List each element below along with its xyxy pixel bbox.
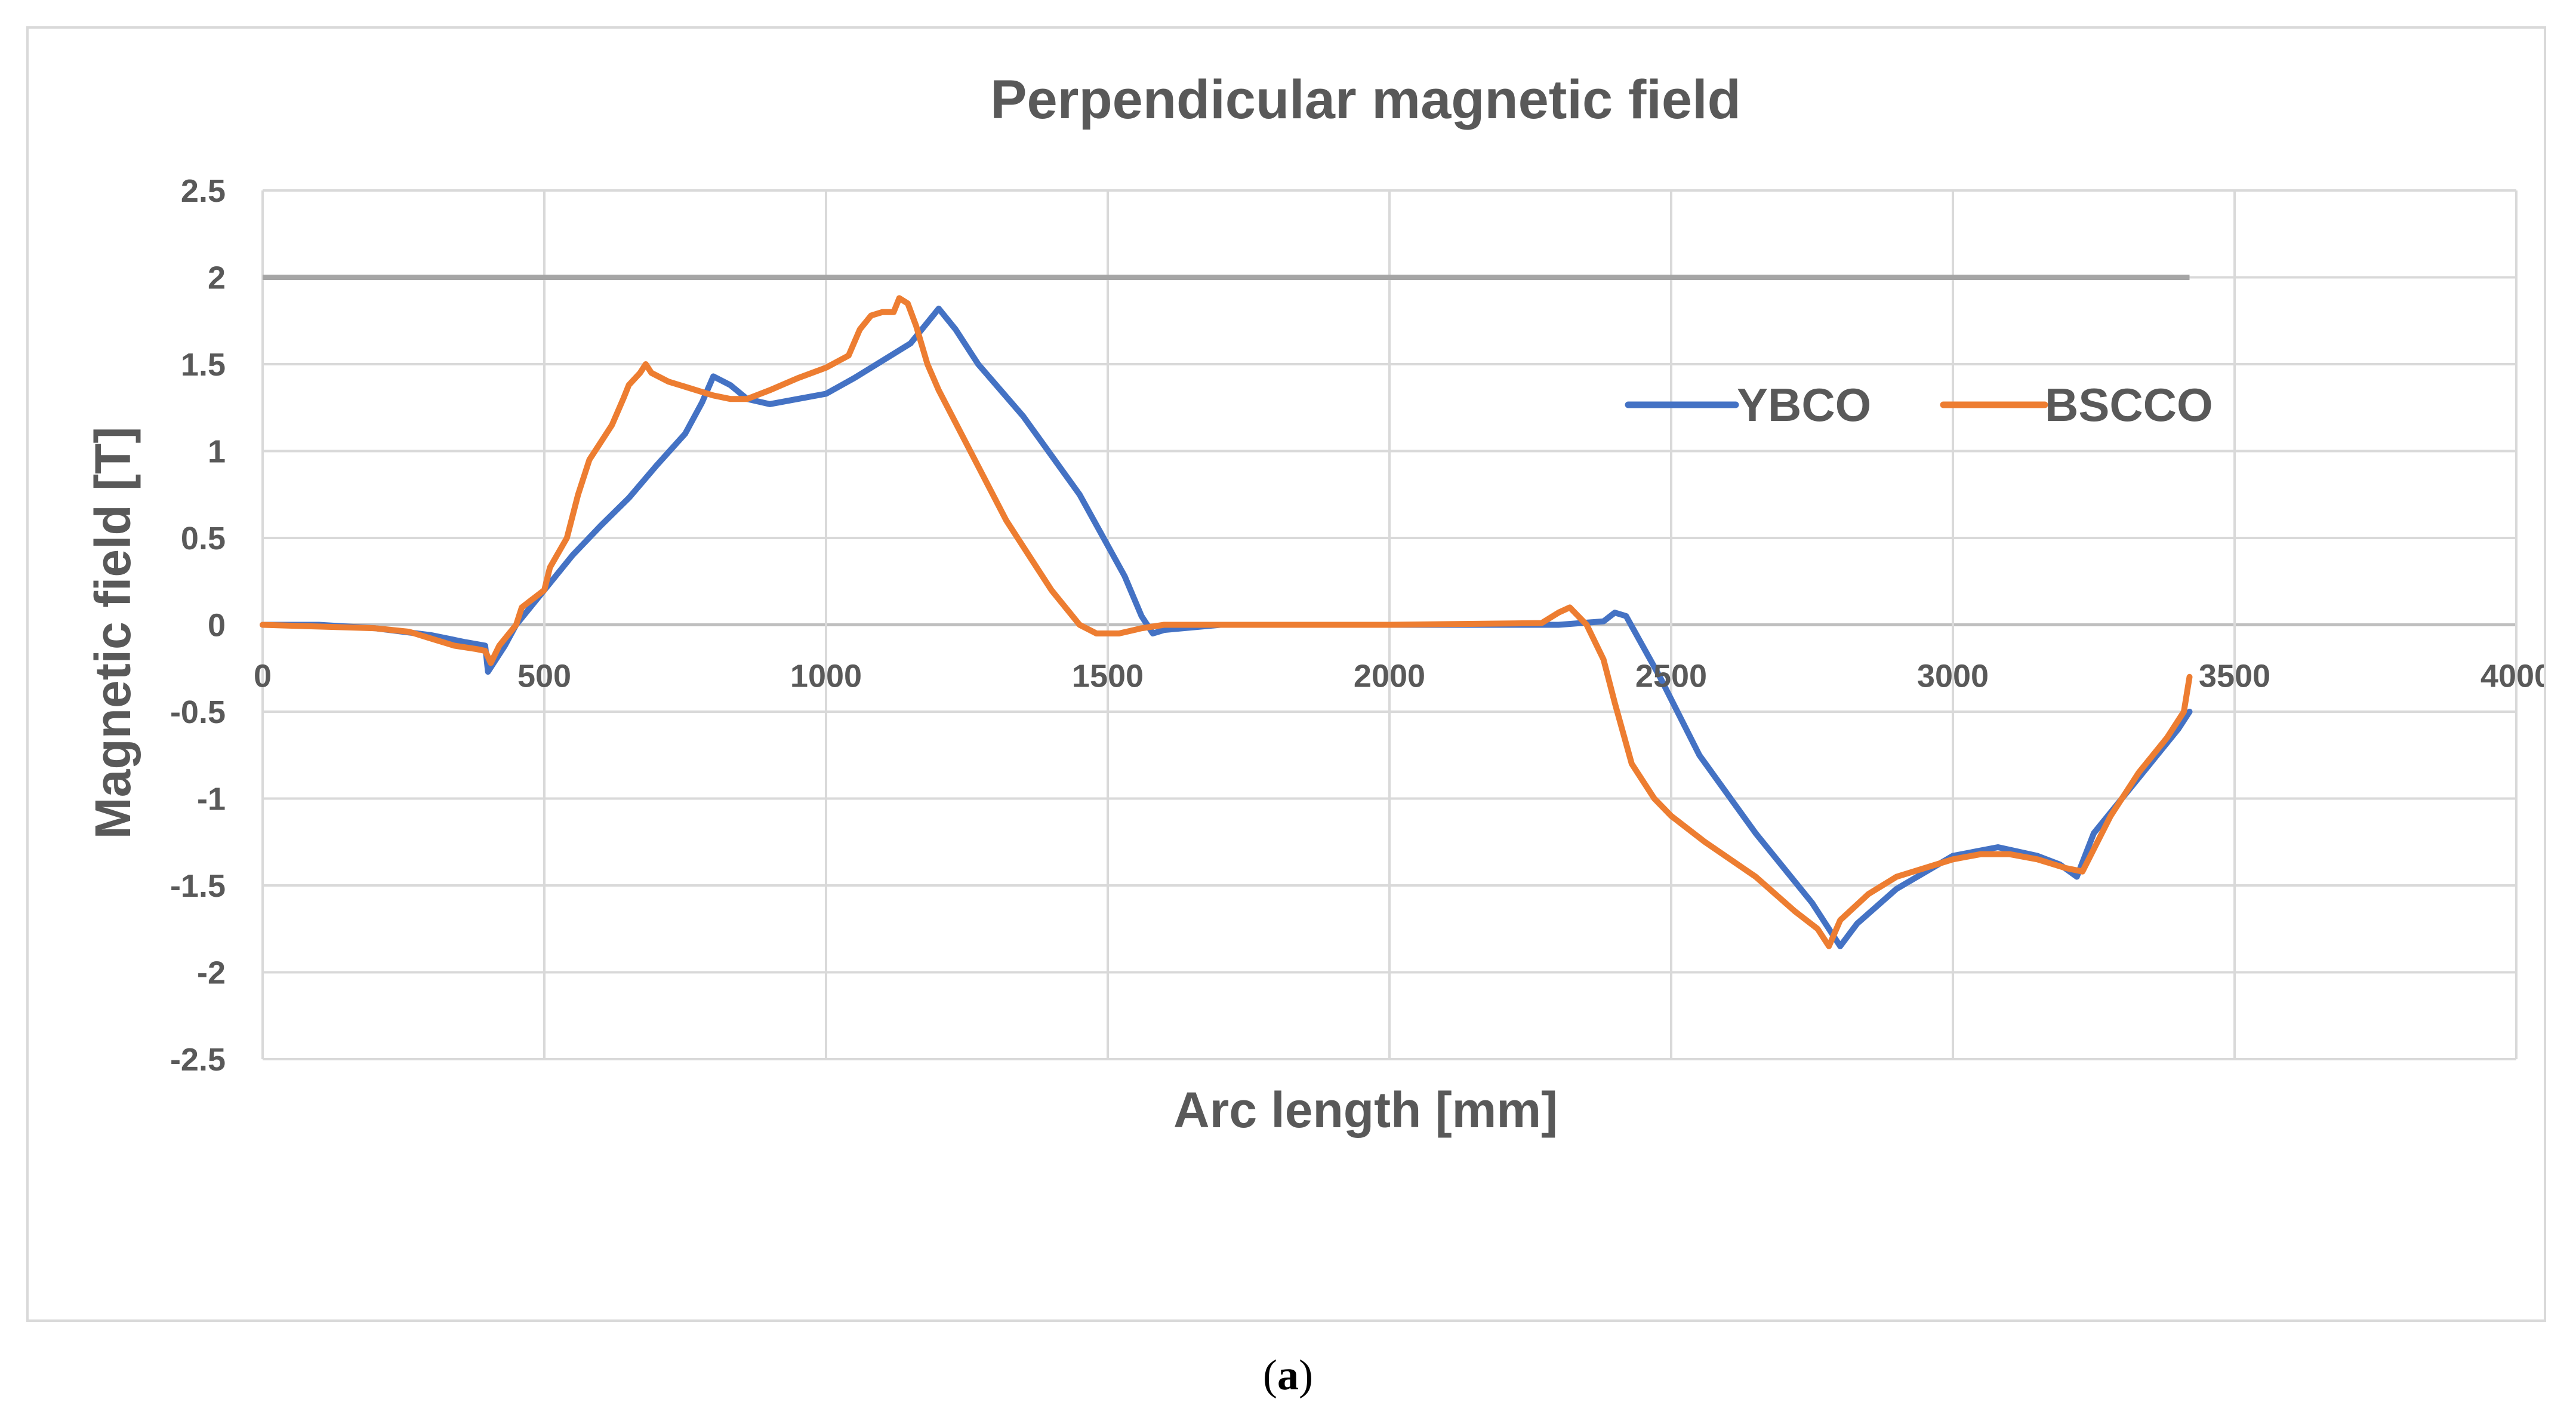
caption-close-paren: )	[1299, 1351, 1313, 1399]
y-tick-label: 0.5	[181, 521, 226, 556]
legend-label-ybco: YBCO	[1737, 379, 1871, 431]
caption-letter: a	[1277, 1351, 1299, 1399]
x-tick-label: 2000	[1354, 659, 1425, 694]
y-tick-label: 1	[208, 434, 226, 470]
y-tick-label: -0.5	[170, 694, 226, 730]
y-tick-label: -1.5	[170, 868, 226, 904]
x-tick-label: 4000	[2481, 659, 2544, 694]
legend-label-bscco: BSCCO	[2045, 379, 2213, 431]
x-tick-label: 3500	[2199, 659, 2270, 694]
legend: YBCO BSCCO	[1625, 379, 2213, 431]
y-tick-label: 2.5	[181, 173, 226, 209]
y-axis-title: Magnetic field [T]	[85, 427, 141, 839]
series-layer	[260, 295, 2193, 949]
y-tick-label: -2	[197, 955, 226, 991]
chart-svg: 2.5 2 1.5 1 0.5 0 -0.5 -1 -1.5 -2 -2.5 0 500 1000 1500…	[85, 69, 2544, 1138]
x-tick-label: 1000	[790, 659, 862, 694]
tick-layer: 2.5 2 1.5 1 0.5 0 -0.5 -1 -1.5 -2 -2.5 0 500 1000 1500…	[170, 173, 2544, 1078]
chart-title: Perpendicular magnetic field	[990, 69, 1741, 130]
caption-open-paren: (	[1263, 1351, 1277, 1399]
y-tick-label: -2.5	[170, 1042, 226, 1078]
figure-caption: (a)	[0, 1351, 2576, 1400]
x-tick-label: 1500	[1072, 659, 1144, 694]
y-tick-label: 0	[208, 608, 226, 644]
x-axis-title: Arc length [mm]	[1173, 1082, 1558, 1138]
y-tick-label: 1.5	[181, 347, 226, 383]
x-tick-label: 2500	[1635, 659, 1707, 694]
x-tick-label: 3000	[1917, 659, 1989, 694]
y-tick-label: 2	[208, 260, 226, 296]
chart-frame: 2.5 2 1.5 1 0.5 0 -0.5 -1 -1.5 -2 -2.5 0 500 1000 1500…	[26, 26, 2546, 1322]
series-line-ybco	[260, 305, 2193, 949]
series-line-bscco	[260, 295, 2193, 949]
x-tick-label: 0	[254, 659, 272, 694]
y-tick-label: -1	[197, 782, 226, 817]
x-tick-label: 500	[517, 659, 571, 694]
